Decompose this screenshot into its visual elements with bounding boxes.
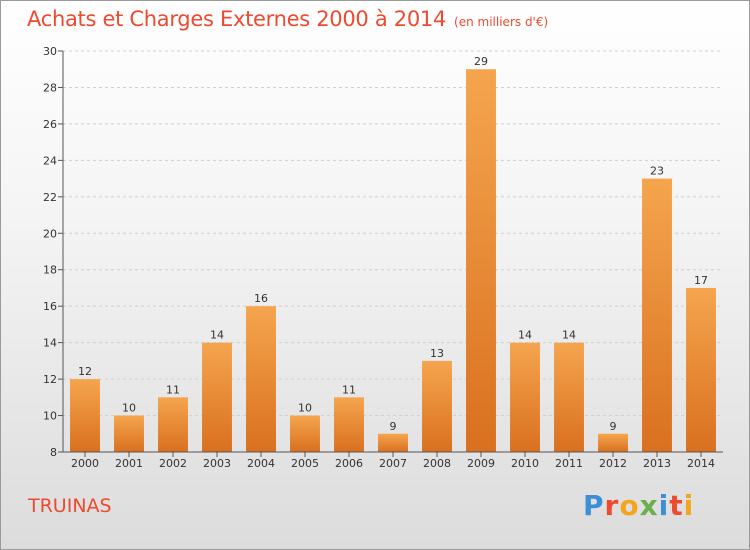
bar-value-label: 9 <box>610 420 617 433</box>
logo-letter: i <box>683 489 695 522</box>
bar <box>598 433 628 452</box>
logo-letter: i <box>658 489 670 522</box>
chart-subtitle: (en milliers d'€) <box>454 15 549 29</box>
y-tick-label: 16 <box>43 300 57 313</box>
x-tick-label: 2011 <box>555 457 583 470</box>
bar <box>642 178 672 452</box>
proxiti-logo[interactable]: Proxiti <box>583 489 694 522</box>
bar <box>114 415 144 452</box>
bar-value-label: 23 <box>650 165 664 178</box>
x-tick-label: 2012 <box>599 457 627 470</box>
bar-value-label: 29 <box>474 55 488 68</box>
bar <box>466 69 496 453</box>
bar-value-label: 14 <box>562 329 576 342</box>
commune-name: TRUINAS <box>28 495 112 517</box>
y-tick-label: 8 <box>50 446 57 459</box>
bar-value-label: 14 <box>210 329 224 342</box>
y-tick-label: 22 <box>43 191 57 204</box>
bar-value-label: 12 <box>78 365 92 378</box>
x-tick-label: 2003 <box>203 457 231 470</box>
x-tick-label: 2000 <box>71 457 99 470</box>
bar <box>290 415 320 452</box>
bar <box>686 287 716 452</box>
bar <box>510 342 540 452</box>
y-tick-label: 12 <box>43 373 57 386</box>
x-tick-label: 2014 <box>687 457 715 470</box>
bar <box>422 360 452 452</box>
y-tick-label: 20 <box>43 227 57 240</box>
bar-value-label: 11 <box>342 383 356 396</box>
bar-value-label: 11 <box>166 383 180 396</box>
logo-letter: x <box>639 489 659 522</box>
y-tick-label: 28 <box>43 81 57 94</box>
x-tick-label: 2005 <box>291 457 319 470</box>
x-tick-label: 2004 <box>247 457 275 470</box>
y-tick-label: 10 <box>43 410 57 423</box>
chart-title: Achats et Charges Externes 2000 à 2014 (e… <box>27 7 549 31</box>
y-tick-label: 24 <box>43 154 57 167</box>
bar-value-label: 10 <box>122 402 136 415</box>
bar-value-label: 13 <box>430 347 444 360</box>
y-tick-label: 30 <box>43 45 57 58</box>
x-tick-label: 2013 <box>643 457 671 470</box>
x-tick-label: 2006 <box>335 457 363 470</box>
x-tick-label: 2010 <box>511 457 539 470</box>
bar <box>70 379 100 452</box>
y-tick-label: 14 <box>43 337 57 350</box>
logo-letter: t <box>669 489 684 522</box>
x-tick-label: 2007 <box>379 457 407 470</box>
bar-value-label: 9 <box>390 420 397 433</box>
bar <box>202 342 232 452</box>
bar <box>158 397 188 452</box>
logo-letter: P <box>583 489 605 522</box>
y-tick-label: 18 <box>43 264 57 277</box>
x-tick-label: 2008 <box>423 457 451 470</box>
bar-value-label: 17 <box>694 274 708 287</box>
bar <box>246 306 276 452</box>
y-tick-label: 26 <box>43 118 57 131</box>
bar-value-label: 14 <box>518 329 532 342</box>
bar <box>378 433 408 452</box>
x-tick-label: 2002 <box>159 457 187 470</box>
logo-letter: r <box>604 489 620 522</box>
logo-letter: o <box>619 489 640 522</box>
bar <box>554 342 584 452</box>
x-tick-label: 2009 <box>467 457 495 470</box>
bar <box>334 397 364 452</box>
bar-value-label: 16 <box>254 292 268 305</box>
x-tick-label: 2001 <box>115 457 143 470</box>
bar-value-label: 10 <box>298 402 312 415</box>
